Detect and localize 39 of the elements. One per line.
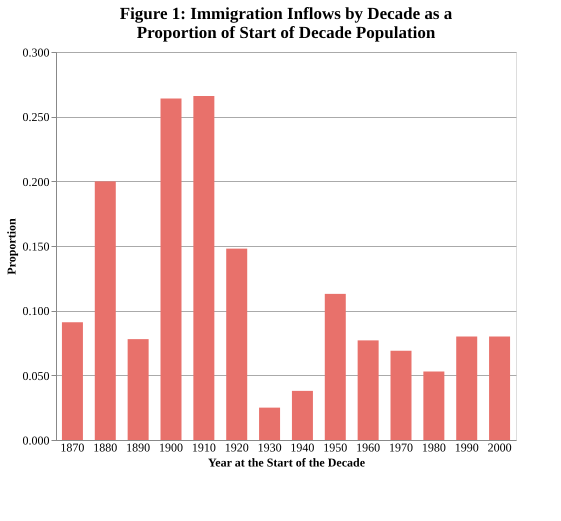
- bar: [94, 181, 116, 440]
- x-axis-title: Year at the Start of the Decade: [208, 456, 366, 470]
- bar: [456, 336, 478, 440]
- y-tick-label: 0.300: [22, 46, 50, 60]
- bar: [160, 98, 182, 440]
- x-tick-label: 1920: [224, 440, 249, 454]
- bar: [324, 294, 346, 440]
- bar: [423, 371, 444, 440]
- x-tick-label: 1960: [356, 440, 380, 454]
- x-tick-label: 1990: [454, 440, 479, 454]
- y-tick-label: 0.050: [22, 368, 50, 383]
- x-tick-label: 1950: [323, 440, 348, 454]
- bar: [489, 336, 510, 440]
- x-tick-label: 1940: [290, 440, 314, 454]
- y-tick-label: 0.100: [22, 304, 50, 318]
- text: Proportion of Start of Decade Population: [136, 23, 436, 42]
- x-tick-label: 1930: [258, 440, 282, 454]
- bar: [259, 408, 280, 440]
- y-tick-label: 0.200: [22, 174, 50, 189]
- bar: [128, 339, 149, 440]
- x-tick-label: 1890: [126, 440, 150, 454]
- bar: [62, 322, 83, 440]
- x-tick-label: 2000: [488, 440, 512, 454]
- y-tick-label: 0.150: [22, 240, 50, 254]
- bar: [193, 96, 214, 440]
- y-tick-label: 0.250: [22, 110, 50, 124]
- text: Figure 1: Immigration Inflows by Decade as a: [120, 4, 452, 23]
- bar: [358, 340, 379, 440]
- y-axis-title: Proportion: [4, 218, 18, 275]
- x-tick-label: 1970: [389, 440, 413, 454]
- y-tick-label: 0.000: [22, 434, 50, 448]
- x-tick-label: 1910: [192, 440, 216, 454]
- bar: [292, 390, 313, 440]
- x-tick-label: 1900: [159, 440, 183, 454]
- bar: [226, 248, 248, 440]
- x-tick-label: 1870: [60, 440, 84, 454]
- x-tick-label: 1880: [93, 440, 118, 454]
- x-tick-label: 1980: [422, 440, 446, 454]
- bar: [390, 350, 412, 440]
